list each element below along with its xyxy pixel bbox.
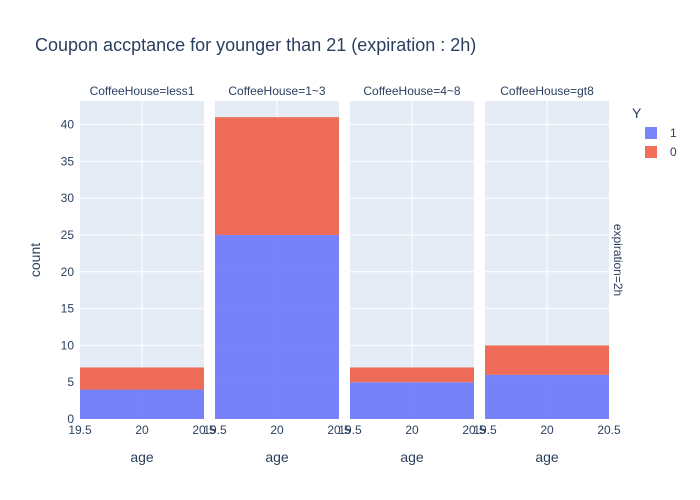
facet-panel: CoffeeHouse=less1 19.5 20 20.5 age <box>68 84 216 465</box>
facet-label: CoffeeHouse=1~3 <box>228 84 326 98</box>
x-tick-label: 20.5 <box>327 423 351 437</box>
legend-label: 1 <box>670 126 677 140</box>
y-tick-label: 0 <box>67 412 74 426</box>
x-tick-label: 19.5 <box>68 423 92 437</box>
facet-panel: CoffeeHouse=gt8 19.5 20 20.5 age <box>473 84 621 465</box>
legend-label: 0 <box>670 145 677 159</box>
x-tick-label: 19.5 <box>203 423 227 437</box>
facet-label: CoffeeHouse=less1 <box>90 84 195 98</box>
legend-title: Y <box>632 105 642 121</box>
legend-swatch <box>645 146 657 158</box>
facet-panel: CoffeeHouse=4~8 19.5 20 20.5 age <box>338 84 486 465</box>
y-tick-label: 35 <box>61 154 75 168</box>
x-tick-label: 20 <box>270 423 284 437</box>
bar-segment-y1 <box>80 389 204 419</box>
bar-segment-y0 <box>215 117 339 235</box>
x-axis-title: age <box>130 449 154 465</box>
facet-panel: CoffeeHouse=1~3 19.5 20 20.5 age <box>203 84 351 465</box>
y-tick-label: 30 <box>61 191 75 205</box>
y-axis-ticks: 0 5 10 15 20 25 30 35 40 <box>61 118 75 426</box>
x-tick-label: 20.5 <box>462 423 486 437</box>
bar-segment-y0 <box>485 345 609 375</box>
x-tick-label: 20 <box>540 423 554 437</box>
y-tick-label: 25 <box>61 228 75 242</box>
row-facet-label: expiration=2h <box>611 224 625 296</box>
y-tick-label: 10 <box>61 338 75 352</box>
bar-segment-y1 <box>485 374 609 419</box>
legend-item[interactable]: 0 <box>645 145 677 159</box>
facet-label: CoffeeHouse=4~8 <box>363 84 461 98</box>
y-tick-label: 5 <box>67 375 74 389</box>
x-tick-label: 20 <box>135 423 149 437</box>
y-tick-label: 15 <box>61 302 75 316</box>
x-axis-title: age <box>400 449 424 465</box>
x-axis-title: age <box>535 449 559 465</box>
legend-item[interactable]: 1 <box>645 126 677 140</box>
y-tick-label: 40 <box>61 118 75 132</box>
x-tick-label: 20.5 <box>192 423 216 437</box>
bar-segment-y1 <box>350 382 474 419</box>
legend-swatch <box>645 127 657 139</box>
chart-title: Coupon accptance for younger than 21 (ex… <box>35 35 476 55</box>
x-axis-title: age <box>265 449 289 465</box>
bar-segment-y0 <box>350 367 474 383</box>
bar-segment-y0 <box>80 367 204 390</box>
bar-segment-y1 <box>215 234 339 419</box>
facet-label: CoffeeHouse=gt8 <box>500 84 594 98</box>
legend: Y 1 0 <box>632 105 677 159</box>
y-axis-title: count <box>27 243 43 277</box>
x-tick-label: 19.5 <box>338 423 362 437</box>
x-tick-label: 20.5 <box>597 423 621 437</box>
y-tick-label: 20 <box>61 265 75 279</box>
x-tick-label: 20 <box>405 423 419 437</box>
x-tick-label: 19.5 <box>473 423 497 437</box>
